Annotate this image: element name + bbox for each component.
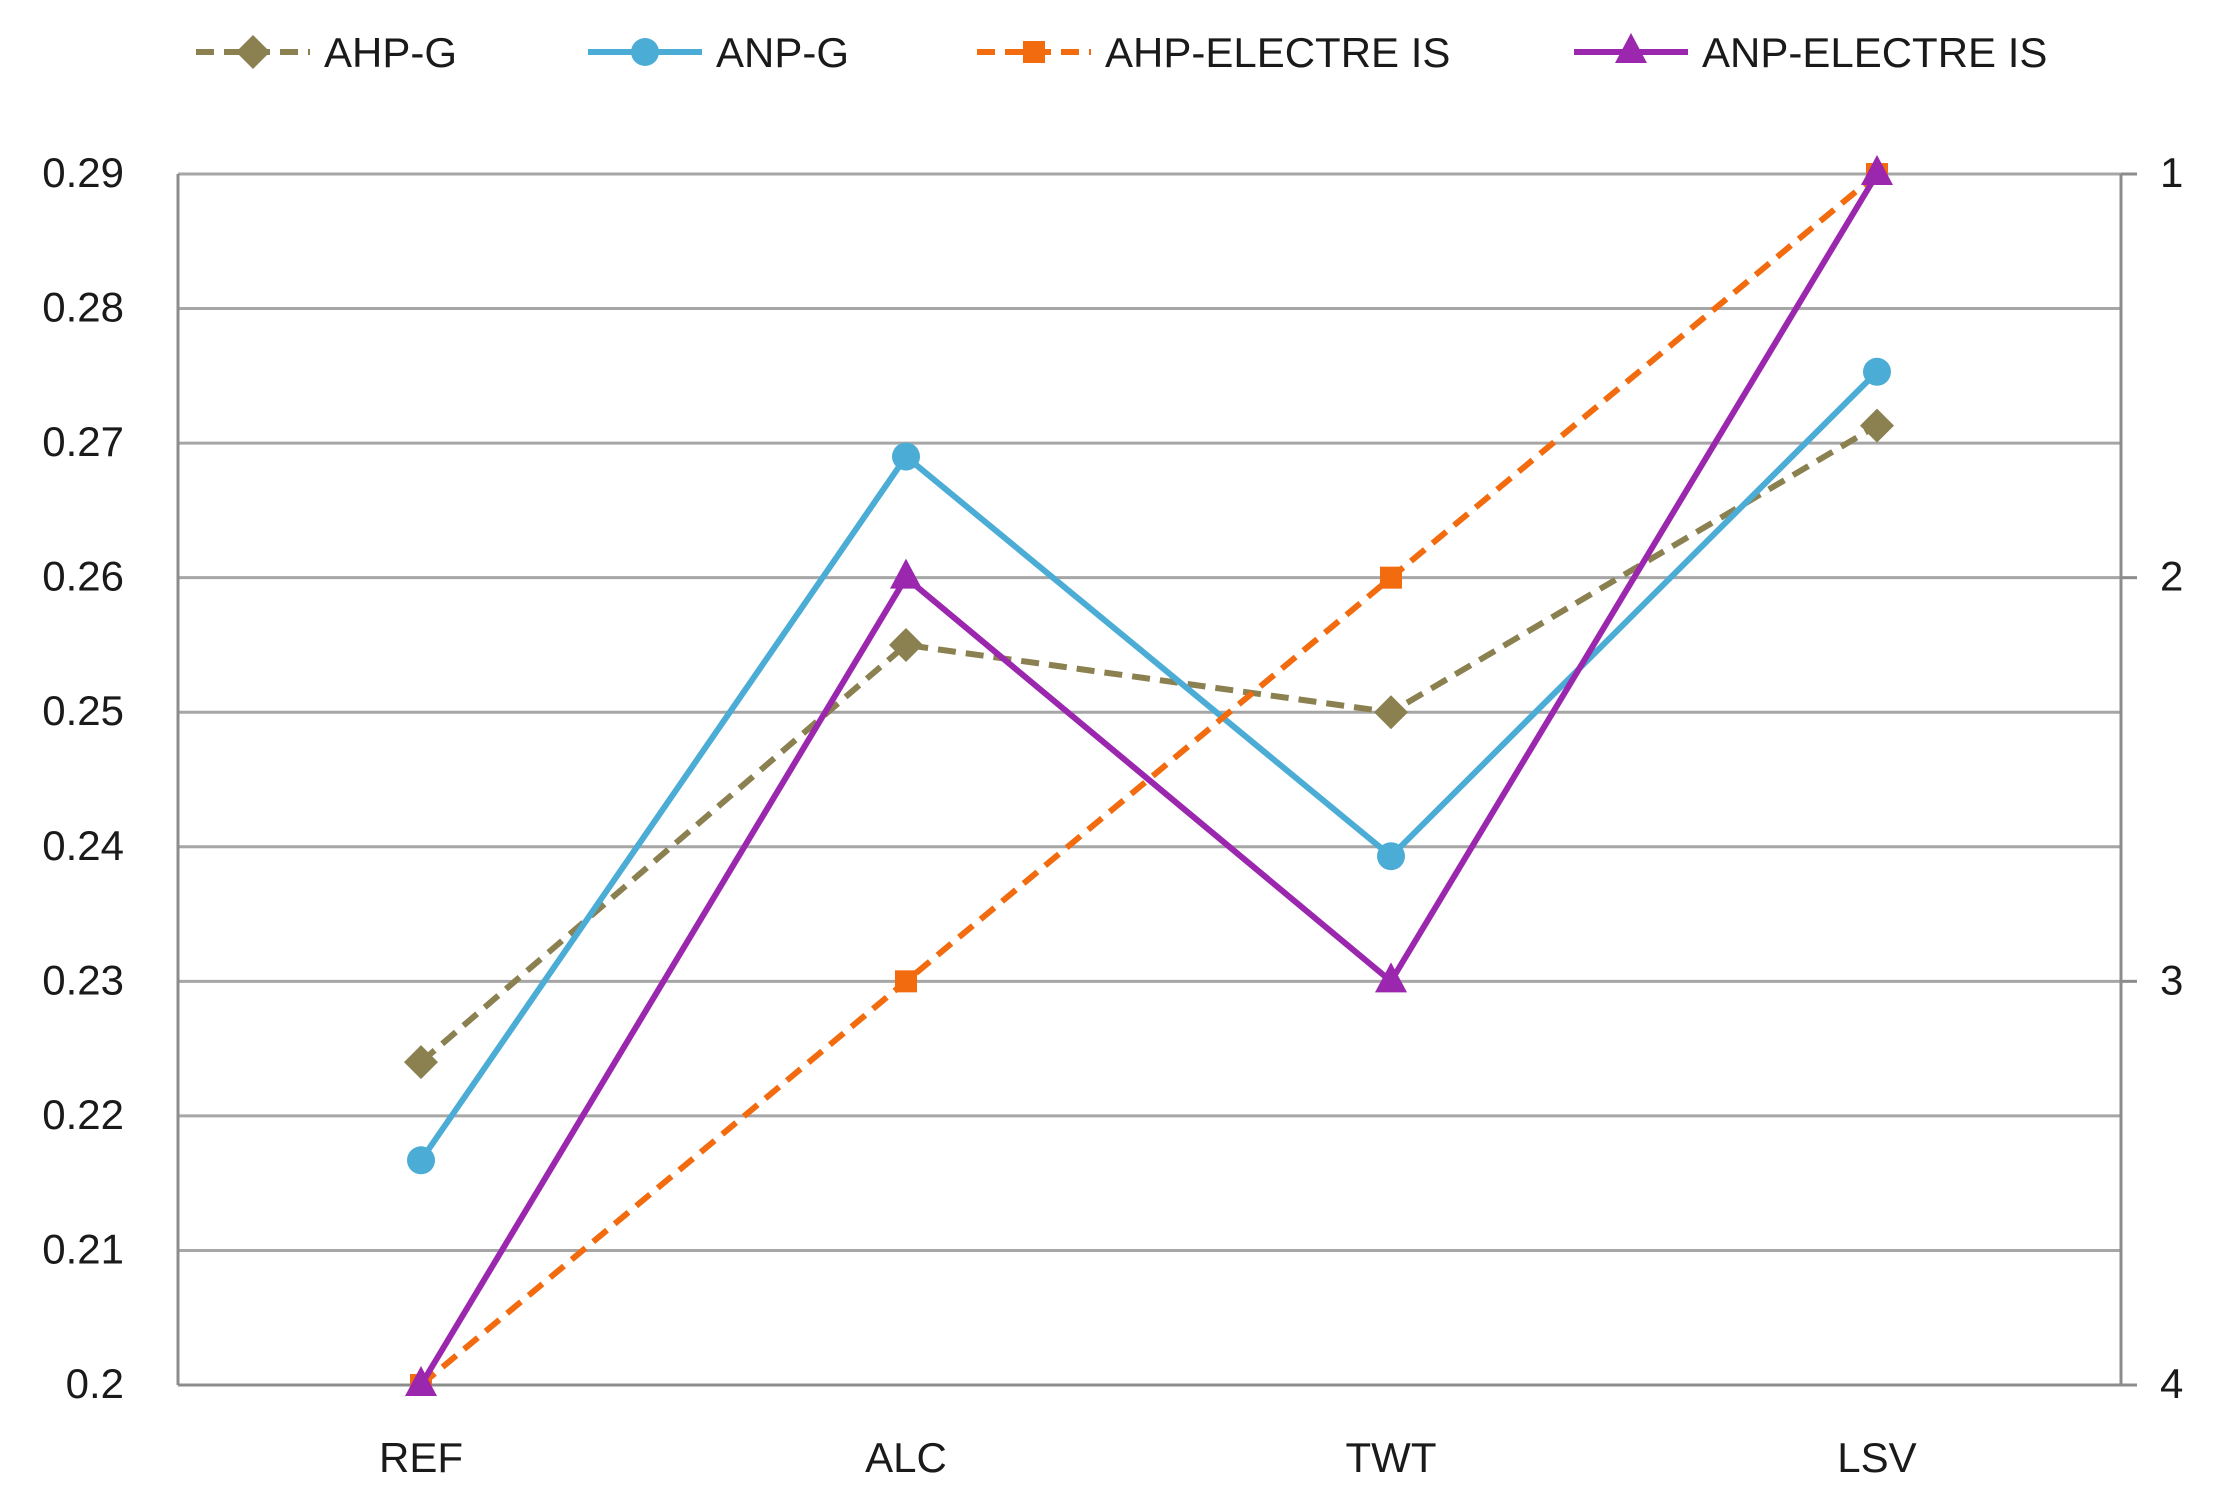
data-point-anp-electre-is	[405, 1366, 437, 1396]
data-point-ahp-g	[1860, 408, 1894, 443]
legend-item-anp-electre-is: ANP-ELECTRE IS	[1574, 29, 2047, 76]
series-layer	[404, 155, 1894, 1396]
y-tick-label: 0.24	[42, 822, 124, 869]
y2-tick-label: 3	[2160, 956, 2183, 1003]
y2-tick-label: 4	[2160, 1360, 2183, 1407]
series-line-ahp-g	[419, 423, 1879, 1065]
x-tick-label: TWT	[1346, 1434, 1437, 1481]
legend-label: ANP-ELECTRE IS	[1702, 29, 2047, 76]
legend-label: AHP-G	[324, 29, 457, 76]
x-tick-label: LSV	[1837, 1434, 1916, 1481]
data-point-anp-electre-is	[890, 558, 922, 589]
legend-label: ANP-G	[716, 29, 849, 76]
y-tick-label: 0.29	[42, 149, 124, 196]
y-tick-label: 0.27	[42, 418, 124, 465]
series-line-anp-electre-is	[418, 172, 1880, 1387]
legend-item-ahp-electre-is: AHP-ELECTRE IS	[977, 29, 1450, 76]
data-point-anp-g	[892, 442, 920, 471]
data-point-ahp-g	[404, 1045, 438, 1080]
left-axis-tick-labels: 0.2 0.21 0.22 0.23 0.24 0.25 0.26 0.27 0.28 0.29	[42, 149, 124, 1407]
legend-label: AHP-ELECTRE IS	[1105, 29, 1450, 76]
data-point-ahp-g	[1374, 695, 1408, 730]
legend-marker	[631, 38, 659, 66]
right-axis-tick-labels: 1 2 3 4	[2160, 149, 2183, 1407]
y-tick-label: 0.21	[42, 1225, 124, 1272]
series-line-ahp-electre-is	[419, 171, 1879, 1388]
chart-legend: AHP-G ANP-G AHP-ELECTRE IS ANP-ELECTRE IS	[196, 29, 2047, 76]
y-tick-label: 0.22	[42, 1091, 124, 1138]
data-point-ahp-electre-is	[1380, 566, 1402, 589]
y2-tick-label: 1	[2160, 149, 2183, 196]
chart-axes	[176, 172, 2137, 1387]
y-tick-label: 0.28	[42, 284, 124, 331]
legend-item-anp-g: ANP-G	[588, 29, 849, 76]
x-axis-tick-labels: REF ALC TWT LSV	[379, 1434, 1917, 1481]
data-point-anp-electre-is	[1375, 962, 1407, 993]
data-point-anp-g	[1863, 357, 1891, 386]
legend-item-ahp-g: AHP-G	[196, 29, 457, 76]
y2-tick-label: 2	[2160, 553, 2183, 600]
data-point-anp-g	[407, 1146, 435, 1175]
x-tick-label: REF	[379, 1434, 463, 1481]
y-tick-label: 0.2	[66, 1360, 124, 1407]
x-tick-label: ALC	[865, 1434, 947, 1481]
series-line-anp-g	[418, 369, 1880, 1162]
legend-marker	[236, 35, 270, 69]
data-point-anp-g	[1377, 842, 1405, 871]
legend-marker	[1023, 41, 1045, 63]
y-tick-label: 0.26	[42, 553, 124, 600]
data-point-anp-electre-is	[1861, 155, 1893, 185]
y-tick-label: 0.25	[42, 687, 124, 734]
legend-marker	[1615, 33, 1647, 63]
data-point-ahp-g	[889, 627, 923, 662]
y-tick-label: 0.23	[42, 956, 124, 1003]
data-point-ahp-electre-is	[895, 970, 917, 993]
